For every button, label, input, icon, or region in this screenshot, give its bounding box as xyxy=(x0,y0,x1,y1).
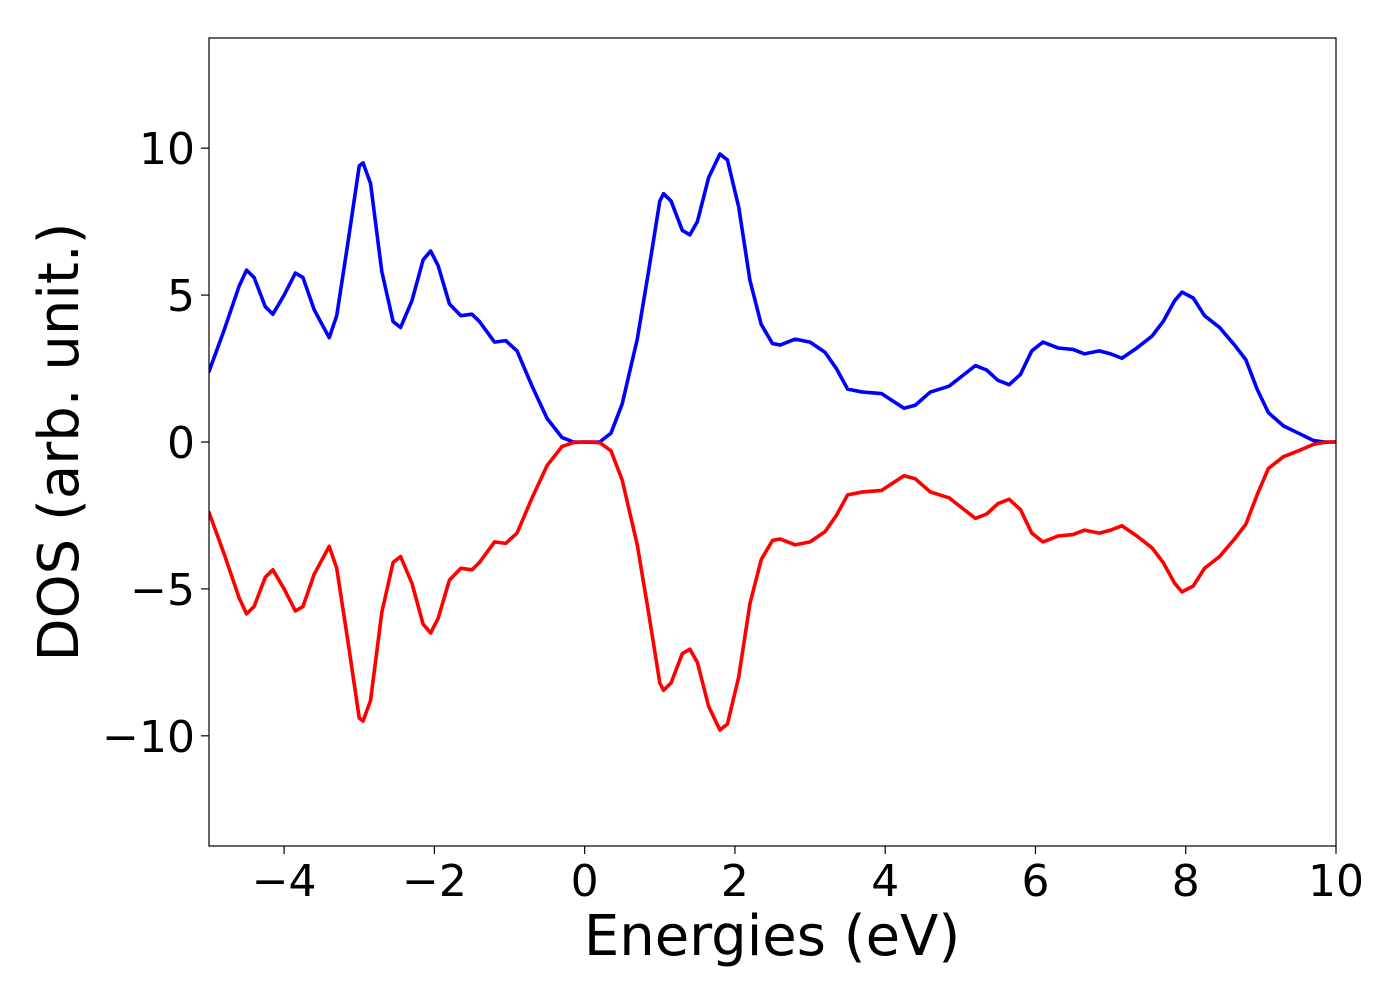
x-tick-label: 6 xyxy=(1021,856,1049,907)
y-tick-label: −10 xyxy=(102,712,195,763)
x-tick-label: 8 xyxy=(1172,856,1200,907)
dos-line xyxy=(209,440,1336,732)
x-tick-label: 10 xyxy=(1308,856,1364,907)
x-axis-label: Energies (eV) xyxy=(584,904,960,969)
y-tick-label: −5 xyxy=(130,565,195,616)
x-tick-label: −2 xyxy=(402,856,467,907)
y-axis-label: DOS (arb. unit.) xyxy=(27,222,92,661)
x-tick-label: 4 xyxy=(871,856,899,907)
y-tick-label: 10 xyxy=(139,124,195,175)
x-tick-label: −4 xyxy=(252,856,317,907)
y-tick-label: 5 xyxy=(167,271,195,322)
x-tick-label: 2 xyxy=(721,856,749,907)
y-tick-label: 0 xyxy=(167,418,195,469)
dos-line xyxy=(209,152,1336,444)
x-tick-label: 0 xyxy=(571,856,599,907)
